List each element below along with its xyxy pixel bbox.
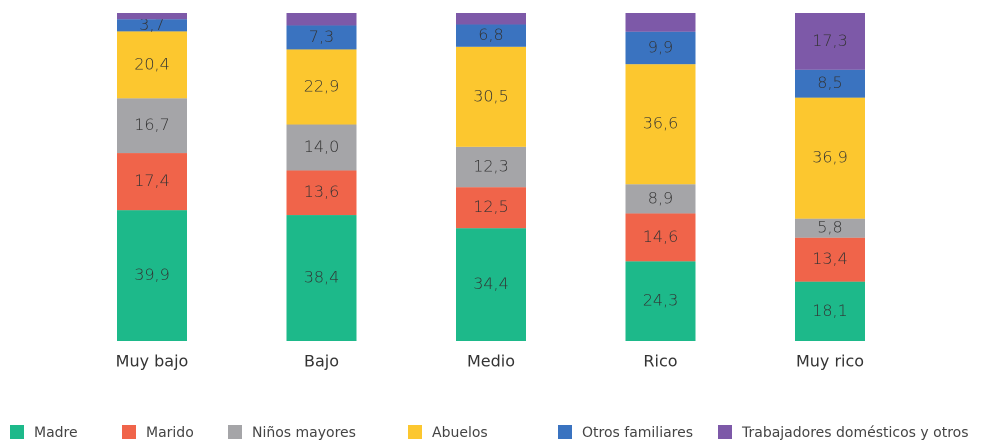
legend-label: Madre [34,425,78,441]
x-tick-label: Bajo [304,352,339,371]
value-label: 24,3 [643,291,679,310]
value-label: 18,1 [812,301,848,320]
bar-segment [795,69,865,98]
bar-segment [286,13,357,26]
legend-label: Abuelos [432,425,488,441]
bar-segment [117,13,187,20]
legend-swatch [408,425,422,439]
value-label: 14,6 [643,227,679,246]
value-label: 12,3 [473,156,509,175]
x-tick-label: Muy bajo [116,352,189,371]
bar-segment [795,97,865,219]
bar-segment [117,153,187,211]
value-label: 14,0 [304,137,340,156]
bar-segment [795,218,865,238]
bar-segment [456,13,526,25]
value-label: 13,6 [304,182,340,201]
bar-segment [625,64,696,185]
bar-segment [456,228,526,341]
bar-segment [456,187,526,229]
legend-swatch [558,425,572,439]
legend-swatch [228,425,242,439]
value-label: 17,3 [812,31,848,50]
value-label: 8,5 [817,73,842,92]
bar-segment [117,31,187,99]
bar-segment [625,13,696,32]
legend-swatch [10,425,24,439]
bar-segment [625,261,696,341]
bar-segment [286,49,357,125]
bar-segment [286,25,357,50]
value-label: 13,4 [812,249,848,268]
value-label: 3,7 [139,15,164,34]
bar-segment [625,184,696,214]
value-label: 7,3 [309,27,334,46]
bar-segment [286,124,357,171]
bar-segment [286,170,357,216]
value-label: 12,5 [473,197,509,216]
bar-segment [286,215,357,341]
legend-swatch [122,425,136,439]
bar-segment [456,24,526,47]
value-label: 30,5 [473,86,509,105]
bar-segment [117,98,187,154]
value-label: 38,4 [304,268,340,287]
legend-label: Otros familiares [582,425,693,441]
value-label: 8,9 [648,188,673,207]
bar-segment [117,19,187,32]
legend-label: Niños mayores [252,425,356,441]
legend-label: Marido [146,425,194,441]
legend-swatch [718,425,732,439]
bar-segment [625,31,696,65]
bar-segment [625,213,696,262]
value-label: 6,8 [478,25,503,44]
value-label: 34,4 [473,274,509,293]
bar-segment [795,237,865,282]
bar-segment [117,210,187,341]
value-label: 22,9 [304,76,340,95]
bar-segment [456,146,526,188]
value-label: 5,8 [817,218,842,237]
x-tick-label: Rico [643,352,677,371]
bar-segment [795,13,865,70]
x-tick-label: Medio [467,352,515,371]
x-tick-label: Muy rico [796,352,864,371]
value-label: 16,7 [134,115,170,134]
value-label: 36,6 [643,114,679,133]
bar-segment [795,281,865,341]
bar-segment [456,46,526,147]
legend-label: Trabajadores domésticos y otros [741,425,969,441]
value-label: 20,4 [134,54,170,73]
value-label: 17,4 [134,171,170,190]
value-label: 39,9 [134,265,170,284]
value-label: 36,9 [812,148,848,167]
value-label: 9,9 [648,37,673,56]
